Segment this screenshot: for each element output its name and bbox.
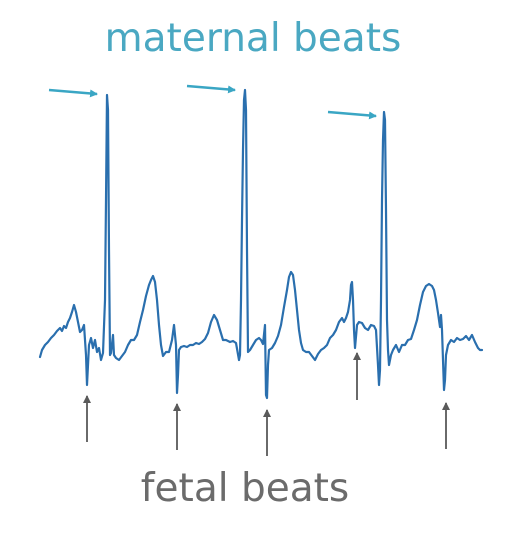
maternal-beat-arrow	[48, 88, 98, 98]
ecg-trace-line	[38, 88, 484, 400]
maternal-beats-label: maternal beats	[104, 16, 402, 61]
maternal-beat-arrow	[327, 110, 377, 120]
maternal-beat-arrow	[186, 84, 236, 94]
fetal-beats-label: fetal beats	[140, 466, 350, 511]
